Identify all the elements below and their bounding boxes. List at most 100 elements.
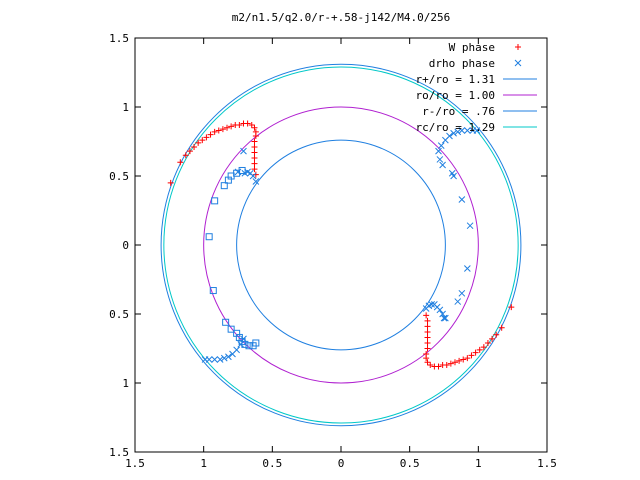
data-point (219, 126, 226, 133)
x-tick-label: 0.5 (400, 457, 420, 470)
data-point (427, 362, 434, 369)
data-point (211, 128, 218, 135)
data-point (442, 314, 449, 322)
data-point (508, 304, 515, 311)
data-point (424, 359, 431, 366)
data-point (199, 137, 206, 144)
y-tick-label: 0.5 (109, 308, 129, 321)
data-point (460, 356, 467, 363)
legend-marker (514, 59, 522, 67)
data-point (458, 127, 466, 134)
data-point (186, 148, 193, 155)
data-point (493, 331, 500, 338)
data-point (463, 265, 471, 272)
data-point (251, 149, 258, 156)
data-point (251, 144, 258, 151)
data-point (439, 161, 446, 169)
data-point (464, 355, 471, 362)
data-point (224, 124, 231, 131)
data-point (458, 196, 466, 203)
data-point (472, 349, 479, 356)
circle-2 (236, 139, 446, 351)
x-tick-label: 0 (338, 457, 345, 470)
y-tick-label: 1.5 (109, 446, 129, 459)
data-point (167, 179, 174, 186)
legend-label: r+/ro = 1.31 (416, 73, 495, 86)
data-point (203, 134, 210, 141)
data-point (454, 298, 462, 305)
data-point (227, 325, 235, 333)
data-point (450, 172, 457, 180)
y-tick-labels: 1.5 1 0.5 0 0.5 1 1.5 (109, 32, 129, 459)
data-point (473, 127, 481, 134)
data-point (222, 318, 230, 326)
data-point (437, 142, 445, 149)
data-point (456, 357, 463, 364)
data-point (435, 147, 442, 155)
data-point (191, 144, 198, 151)
data-point (195, 139, 202, 146)
data-point (201, 356, 209, 363)
legend: W phase drho phase r+/ro = 1.31 ro/ro = 1.0… (416, 41, 537, 134)
data-point (463, 127, 471, 134)
legend-label: r-/ro = .76 (422, 105, 495, 118)
data-point (451, 359, 458, 366)
data-points (167, 120, 515, 370)
data-point (468, 352, 475, 359)
y-tick-label: 1.5 (109, 32, 129, 45)
data-point (228, 123, 235, 130)
data-point (225, 353, 232, 361)
data-point (447, 360, 454, 367)
data-point (251, 124, 258, 131)
data-point (489, 335, 496, 342)
legend-label: W phase (449, 41, 495, 54)
data-point (436, 306, 444, 314)
data-point (251, 138, 258, 145)
chart-title: m2/n1.5/q2.0/r-+.58-j142/M4.0/256 (232, 11, 451, 24)
data-point (252, 132, 259, 139)
data-point (466, 222, 474, 230)
data-point (424, 345, 431, 352)
data-point (224, 176, 232, 184)
y-tick-label: 1 (122, 101, 129, 114)
data-point (454, 128, 462, 136)
data-point (215, 127, 222, 134)
data-point (209, 287, 217, 295)
data-point (211, 197, 219, 205)
data-point (424, 334, 431, 341)
data-point (424, 339, 431, 346)
data-point (251, 166, 258, 173)
legend-label: rc/ro = 1.29 (416, 121, 495, 134)
data-point (245, 342, 253, 350)
x-tick-label: 0.5 (262, 457, 282, 470)
x-tick-label: 1 (475, 457, 482, 470)
data-point (248, 121, 255, 128)
data-point (251, 160, 258, 167)
data-point (484, 339, 491, 346)
legend-label: drho phase (429, 57, 495, 70)
data-point (428, 300, 435, 308)
x-tick-label: 1.5 (537, 457, 557, 470)
x-tick-labels: 1.5 1 0.5 0 0.5 1 1.5 (125, 457, 557, 470)
data-point (440, 314, 448, 322)
data-point (244, 120, 251, 127)
data-point (436, 156, 444, 163)
data-point (229, 350, 236, 358)
data-point (236, 121, 243, 128)
data-point (423, 312, 430, 319)
data-point (450, 129, 457, 137)
data-point (446, 132, 453, 140)
data-point (431, 363, 438, 370)
data-point (205, 233, 213, 241)
axis-ticks (134, 37, 548, 453)
data-point (476, 346, 483, 353)
data-point (252, 178, 260, 185)
data-point (252, 339, 260, 347)
y-tick-label: 0 (122, 239, 129, 252)
y-tick-label: 0.5 (109, 170, 129, 183)
data-point (423, 351, 430, 358)
x-tick-label: 1 (200, 457, 207, 470)
data-point (233, 169, 241, 177)
data-point (498, 324, 505, 331)
